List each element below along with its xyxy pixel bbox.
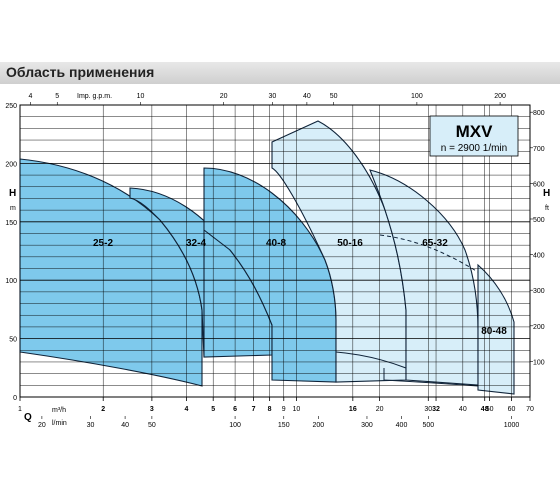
area-labels: 25-2 32-4 40-8 50-16 65-32 80-48 [93, 238, 507, 337]
legend-speed-label: n = 2900 1/min [441, 143, 507, 154]
x-tick-secondary: 500 [422, 422, 434, 429]
y-tick-right: 500 [533, 217, 545, 224]
x-tick-primary: 60 [508, 406, 516, 413]
y-left-label: H [9, 188, 16, 199]
y-tick-left: 50 [9, 337, 17, 344]
legend-background [429, 115, 519, 157]
area-label-32-4: 32-4 [186, 238, 206, 249]
x-tick-primary: 16 [349, 406, 357, 413]
y-tick-right: 100 [533, 359, 545, 366]
curve-50-16-min [335, 351, 407, 369]
y-tick-right: 800 [533, 110, 545, 117]
x-tick-primary: 48 [481, 406, 489, 413]
x-tick-primary: 20 [376, 406, 384, 413]
x-tick-top: 5 [55, 93, 59, 100]
y-tick-right: 400 [533, 253, 545, 260]
area-label-65-32: 65-32 [422, 238, 448, 249]
legend-series-label: MXV [456, 122, 494, 141]
y-tick-left: 250 [5, 103, 17, 110]
x-tick-secondary: 30 [87, 422, 95, 429]
x-tick-top: 20 [220, 93, 228, 100]
x-tick-top: 30 [268, 93, 276, 100]
x-tick-secondary: 300 [361, 422, 373, 429]
section-header: Область применения [0, 62, 560, 84]
x-tick-primary: 4 [184, 406, 188, 413]
x-tick-top: 100 [411, 93, 423, 100]
x-tick-primary: 2 [101, 406, 105, 413]
x-tick-secondary: 200 [312, 422, 324, 429]
x-axis-unit-primary: m³/h [52, 407, 66, 414]
x-tick-secondary: 50 [148, 422, 156, 429]
x-tick-secondary: 150 [278, 422, 290, 429]
x-tick-primary: 8 [268, 406, 272, 413]
performance-areas [19, 120, 515, 395]
x-tick-primary: 3 [150, 406, 154, 413]
x-tick-primary: 70 [526, 406, 534, 413]
x-tick-top: 50 [330, 93, 338, 100]
y-right-label: H [543, 188, 550, 199]
x-tick-primary: 10 [293, 406, 301, 413]
x-tick-secondary: 400 [396, 422, 408, 429]
y-tick-left: 100 [5, 278, 17, 285]
x-tick-secondary: 1000 [504, 422, 520, 429]
y-tick-right: 700 [533, 146, 545, 153]
x-tick-primary: 32 [432, 406, 440, 413]
y-tick-left: 150 [5, 220, 17, 227]
x-tick-primary: 9 [282, 406, 286, 413]
x-tick-top: 200 [494, 93, 506, 100]
area-label-80-48: 80-48 [481, 326, 507, 337]
y-tick-right: 300 [533, 288, 545, 295]
x-axis-unit-secondary: l/min [52, 420, 67, 427]
grid-lines [19, 102, 533, 419]
x-tick-secondary: 40 [121, 422, 129, 429]
x-tick-top: 40 [303, 93, 311, 100]
x-tick-top: 10 [137, 93, 145, 100]
y-right-unit: ft [545, 205, 549, 212]
x-tick-secondary: 20 [38, 422, 46, 429]
y-tick-right: 600 [533, 181, 545, 188]
area-label-25-2: 25-2 [93, 238, 113, 249]
x-tick-primary: 1 [18, 406, 22, 413]
y-tick-left: 0 [13, 395, 17, 402]
y-tick-right: 200 [533, 324, 545, 331]
x-tick-primary: 30 [424, 406, 432, 413]
x-tick-primary: 5 [211, 406, 215, 413]
area-label-40-8: 40-8 [266, 238, 286, 249]
x-tick-primary: 40 [459, 406, 467, 413]
x-axis-label: Q [24, 412, 32, 423]
legend-box: MXV n = 2900 1/min [429, 115, 519, 157]
x-tick-top: 4 [29, 93, 33, 100]
x-tick-primary: 6 [233, 406, 237, 413]
y-tick-left: 200 [5, 161, 17, 168]
x-tick-secondary: 100 [229, 422, 241, 429]
x-tick-primary: 50 [486, 406, 494, 413]
y-left-unit: m [10, 205, 16, 212]
top-axis-label: Imp. g.p.m. [77, 93, 112, 100]
x-tick-primary: 7 [252, 406, 256, 413]
section-title: Область применения [6, 64, 155, 80]
area-label-50-16: 50-16 [337, 238, 363, 249]
